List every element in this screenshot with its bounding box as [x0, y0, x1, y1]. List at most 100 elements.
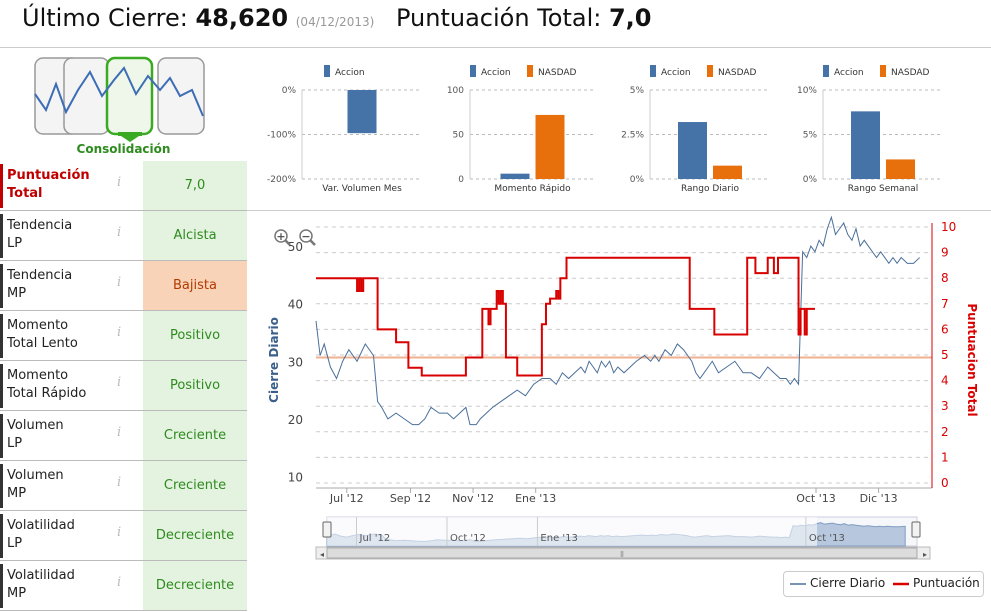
indicator-label-line1: Tendencia: [7, 218, 73, 233]
indicator-label-line2: Total Rápido: [7, 386, 87, 401]
mini-chart: Accion NASDAD 10% 5% 0% Rango Semanal: [797, 65, 943, 194]
zoom-in-icon[interactable]: +: [274, 229, 291, 246]
row-divider: [0, 360, 247, 361]
category-label: Momento Rápido: [494, 184, 571, 194]
scrollbar-thumb[interactable]: [326, 547, 918, 559]
legend-score-label[interactable]: Puntuación: [913, 576, 980, 590]
scroll-left-icon[interactable]: ◂: [320, 550, 324, 559]
navigator-handle[interactable]: [911, 521, 921, 538]
y-tick-label: 5%: [630, 86, 645, 96]
indicator-label-line1: Volumen: [7, 468, 64, 483]
info-icon[interactable]: i: [117, 525, 122, 540]
x-tick-label: Ene '13: [515, 492, 556, 505]
indicator-label-line2: MP: [7, 486, 27, 501]
info-icon[interactable]: i: [117, 325, 122, 340]
info-icon[interactable]: i: [117, 425, 122, 440]
indicator-label: Momento Total Rápido: [7, 367, 117, 403]
indicator-label-line1: Momento: [7, 318, 69, 333]
x-tick-label: Oct '13: [796, 492, 836, 505]
indicator-label: Tendencia MP: [7, 267, 117, 303]
indicator-value: Positivo: [143, 361, 247, 410]
indicator-label: Tendencia LP: [7, 217, 117, 253]
indicator-row: Momento Total Lento i Positivo: [0, 311, 247, 361]
indicator-label-line2: LP: [7, 436, 23, 451]
bar-accion: [347, 90, 377, 134]
indicator-value: Decreciente: [143, 511, 247, 560]
indicator-label-line2: MP: [7, 286, 27, 301]
scroll-right-icon[interactable]: ▸: [923, 550, 927, 559]
legend-label: NASDAD: [718, 68, 757, 78]
y-right-title: Puntuacion Total: [965, 303, 979, 416]
navigator-handle[interactable]: [322, 521, 332, 538]
y-tick-label: 10%: [797, 86, 817, 96]
total-score-value: 7,0: [608, 4, 652, 32]
indicator-value: 7,0: [143, 161, 247, 210]
last-close-value: 48,620: [195, 4, 289, 32]
info-icon[interactable]: i: [117, 475, 122, 490]
indicator-label-line1: Puntuación: [7, 168, 90, 183]
legend-label: Accion: [481, 68, 511, 78]
indicator-label-line1: Volatilidad: [7, 568, 75, 583]
x-tick-label: Jul '12: [329, 492, 364, 505]
y-right-tick-label: 1: [941, 450, 949, 464]
indicator-label-line1: Momento: [7, 368, 69, 383]
y-left-tick-label: 10: [288, 470, 303, 484]
y-right-tick-label: 2: [941, 425, 949, 439]
indicator-row: Puntuación Total i 7,0: [0, 161, 247, 211]
bar-nasdad: [886, 159, 915, 179]
header-divider: [0, 47, 991, 48]
total-score-label: Puntuación Total:: [396, 4, 602, 32]
y-right-tick-label: 7: [941, 297, 949, 311]
indicator-label: Momento Total Lento: [7, 317, 117, 353]
bar-nasdad: [713, 165, 742, 179]
legend-swatch: [650, 65, 656, 77]
indicator-label-line2: LP: [7, 536, 23, 551]
indicator-marker: [0, 214, 3, 258]
total-score: Puntuación Total: 7,0: [396, 4, 651, 32]
series-puntuacion: [316, 256, 815, 377]
indicator-row: Volatilidad MP i Decreciente: [0, 561, 247, 611]
indicator-label: Volatilidad MP: [7, 567, 117, 603]
indicator-row: Tendencia MP i Bajista: [0, 261, 247, 311]
y-tick-label: 2.5%: [621, 131, 644, 141]
series-cierre-diario: [315, 215, 921, 426]
svg-text:−: −: [301, 230, 310, 243]
y-tick-label: 0%: [282, 86, 297, 96]
legend-close-label[interactable]: Cierre Diario: [810, 576, 886, 590]
row-divider: [0, 410, 247, 411]
indicator-label: Puntuación Total: [7, 167, 117, 203]
indicator-value: Alcista: [143, 211, 247, 260]
mini-chart: Accion NASDAD 5% 2.5% 0% Rango Diario: [621, 65, 770, 194]
info-icon[interactable]: i: [117, 225, 122, 240]
category-label: Rango Semanal: [848, 184, 919, 194]
indicator-marker: [0, 264, 3, 308]
indicator-marker: [0, 564, 3, 608]
legend-label: NASDAD: [891, 68, 930, 78]
mini-chart: Accion NASDAD 100 50 0 Momento Rápido: [447, 65, 595, 194]
info-icon[interactable]: i: [117, 275, 122, 290]
y-right-tick-label: 4: [941, 374, 949, 388]
row-divider: [0, 460, 247, 461]
y-tick-label: -200%: [267, 175, 296, 185]
y-right-tick-label: 3: [941, 399, 949, 413]
row-divider: [0, 510, 247, 511]
row-divider: [0, 610, 247, 611]
y-left-tick-label: 50: [288, 240, 303, 254]
y-right-tick-label: 8: [941, 271, 949, 285]
indicator-marker: [0, 414, 3, 458]
y-right-tick-label: 9: [941, 246, 949, 260]
info-icon[interactable]: i: [117, 375, 122, 390]
y-right-tick-label: 6: [941, 322, 949, 336]
indicator-marker: [0, 364, 3, 408]
info-icon[interactable]: i: [117, 575, 122, 590]
info-icon[interactable]: i: [117, 175, 122, 190]
indicator-row: Momento Total Rápido i Positivo: [0, 361, 247, 411]
bar-accion: [678, 122, 707, 179]
y-right-tick-label: 10: [941, 220, 956, 234]
zoom-out-icon[interactable]: −: [299, 229, 316, 246]
indicator-value: Positivo: [143, 311, 247, 360]
indicator-value: Creciente: [143, 461, 247, 510]
bar-nasdad: [535, 114, 565, 179]
indicator-marker: [0, 314, 3, 358]
indicator-label-line2: Total: [7, 186, 43, 201]
